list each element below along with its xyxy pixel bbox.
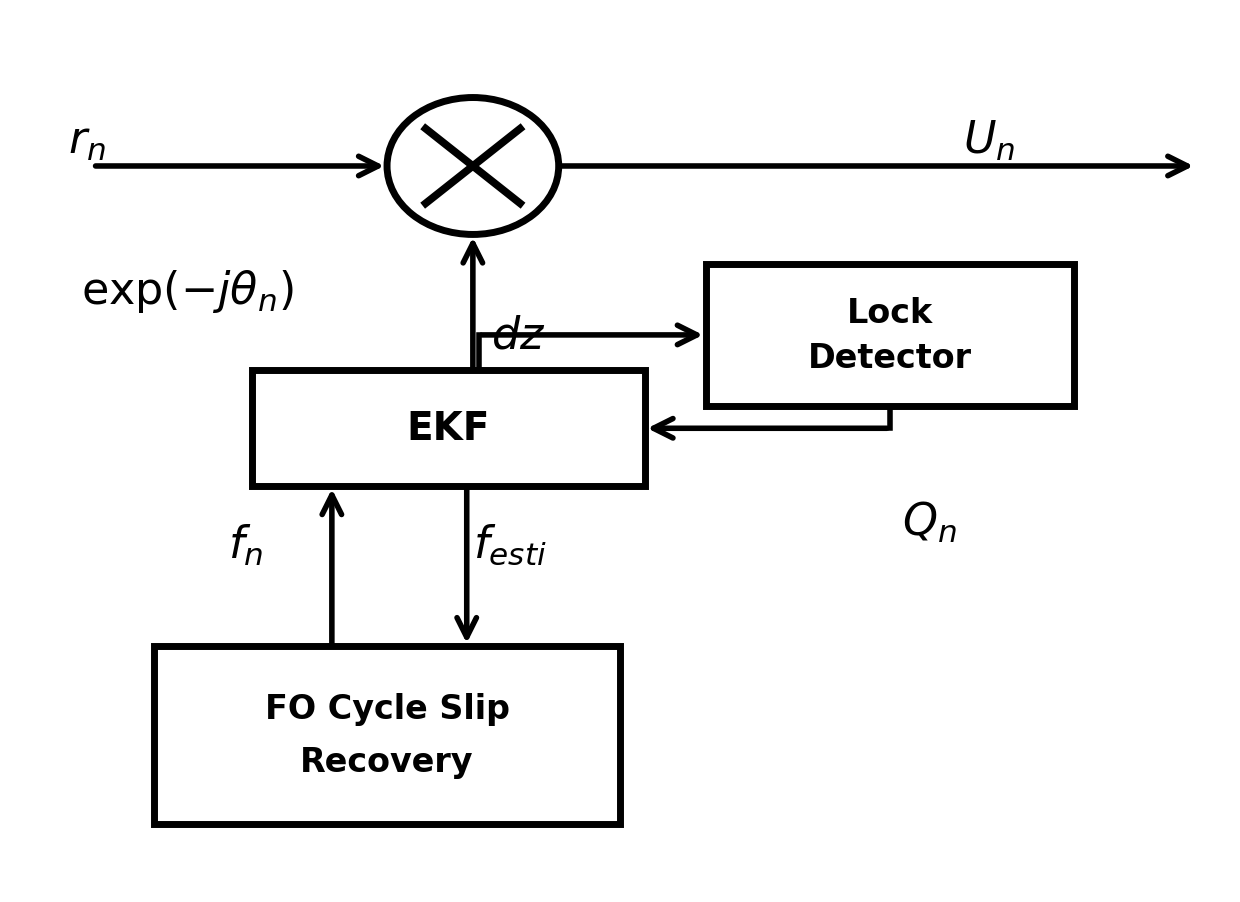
Text: $f_n$: $f_n$ [228,522,263,567]
Text: $r_n$: $r_n$ [68,119,107,162]
FancyBboxPatch shape [154,647,620,824]
Text: EKF: EKF [407,410,490,447]
FancyBboxPatch shape [706,264,1074,407]
Text: $f_{esti}$: $f_{esti}$ [472,522,547,566]
Text: Recovery: Recovery [300,745,474,778]
Text: Detector: Detector [807,341,972,374]
FancyBboxPatch shape [252,371,645,486]
Text: Lock: Lock [847,297,932,330]
Text: $\exp(-j\theta_n)$: $\exp(-j\theta_n)$ [81,268,293,315]
Text: FO Cycle Slip: FO Cycle Slip [264,692,510,725]
Text: $U_n$: $U_n$ [963,118,1016,162]
Text: $dz$: $dz$ [491,314,546,357]
Text: $Q_n$: $Q_n$ [901,500,956,545]
